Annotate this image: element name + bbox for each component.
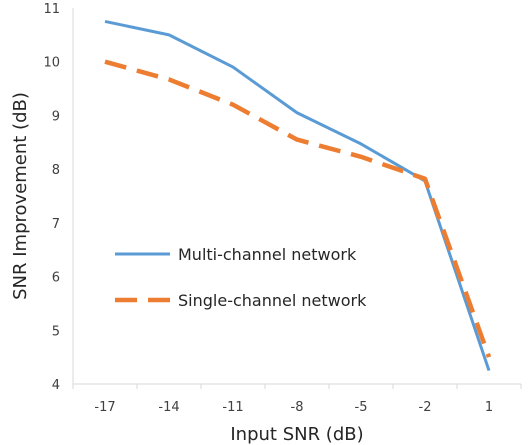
y-tick-label: 9 <box>52 109 60 124</box>
y-axis: 4 5 6 7 8 9 10 11 <box>43 2 74 393</box>
y-tick-label: 8 <box>52 163 60 178</box>
y-tick-label: 11 <box>43 2 60 17</box>
x-tick-label: -14 <box>158 400 179 415</box>
legend: Multi-channel network Single-channel netw… <box>115 245 367 310</box>
legend-label: Single-channel network <box>178 291 367 310</box>
x-tick-label: -5 <box>355 400 368 415</box>
x-axis-title: Input SNR (dB) <box>230 424 363 445</box>
y-tick-label: 4 <box>52 378 60 393</box>
y-tick-label: 10 <box>43 56 60 71</box>
series-line-multi-channel <box>104 19 491 372</box>
x-axis: -17 -14 -11 -8 -5 -2 1 <box>72 383 522 415</box>
legend-label: Multi-channel network <box>178 245 357 264</box>
y-tick-label: 5 <box>52 324 60 339</box>
y-tick-label: 6 <box>52 271 60 286</box>
x-tick-label: -11 <box>222 400 243 415</box>
series-layer <box>104 19 492 372</box>
series-line-single-channel <box>104 59 492 358</box>
y-tick-label: 7 <box>52 217 60 232</box>
x-tick-label: 1 <box>485 400 493 415</box>
y-axis-title: SNR Improvement (dB) <box>10 92 31 300</box>
x-tick-label: -17 <box>94 400 115 415</box>
x-tick-label: -2 <box>419 400 432 415</box>
x-tick-label: -8 <box>291 400 304 415</box>
